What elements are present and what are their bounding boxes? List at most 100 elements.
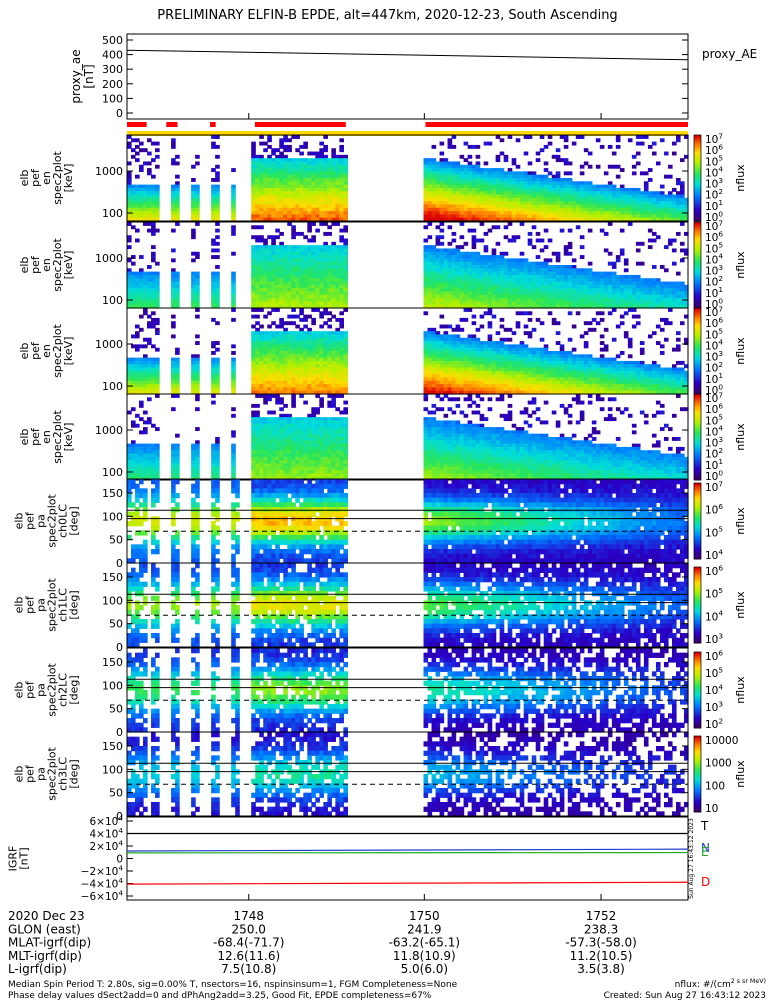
spectrogram-cell [343,207,348,212]
spectrogram-cell [543,360,549,365]
spectrogram-cell [315,271,320,276]
spectrogram-cell [451,251,457,256]
spectrogram-cell [271,187,276,192]
spectrogram-cell [535,151,541,156]
spectrogram-cell [319,261,324,266]
spectrogram-cell [667,211,673,215]
ylabel-line: spec2plot [51,238,64,292]
spectrogram-cell [507,384,513,388]
spectrogram-cell [579,197,585,202]
spectrogram-cell [587,194,593,199]
spectrogram-cell [271,274,276,279]
spectrogram-cell [455,334,461,339]
spectrogram-cell [583,304,589,309]
spectrogram-cell [311,304,316,309]
spectrogram-cell [283,138,288,143]
spectrogram-cell [319,161,324,166]
spectrogram-cell [191,204,196,209]
spectrogram-cell [291,308,296,312]
spectrogram-cell [283,387,288,392]
spectrogram-cell [583,194,589,199]
spectrogram-cell [527,291,533,296]
spectrogram-cell [539,390,545,395]
spectrogram-cell [323,364,328,369]
spectrogram-cell [475,184,481,189]
spectrogram-cell [251,370,256,375]
spectrogram-cell [583,271,589,276]
spectrogram-cell [499,181,505,186]
spectrogram-cell [331,294,336,299]
spectrogram-cell [251,387,256,392]
spectrogram-cell [295,357,300,362]
spectrogram-cell [555,357,561,362]
spectrogram-cell [507,204,513,209]
spectrogram-cell [339,171,344,176]
spectrogram-cell [483,278,489,283]
spectrogram-cell [423,357,429,362]
spectrogram-cell [331,274,336,279]
spectrogram-cell [559,377,565,382]
spectrogram-cell [259,377,264,382]
spectrogram-cell [683,304,689,309]
spectrogram-cell [343,344,348,349]
spectrogram-cell [279,384,284,388]
spectrogram-cell [619,211,625,215]
spectrogram-cell [127,291,132,296]
spectrogram-cell [323,288,328,293]
spectrogram-cell [611,261,617,266]
spectrogram-cell [423,351,429,355]
spectrogram-cell [131,334,136,339]
spectrogram-cell [279,241,284,246]
spectrogram-cell [551,281,557,286]
spectrogram-cell [571,284,577,289]
spectrogram-cell [447,197,453,202]
spectrogram-cell [439,184,445,189]
spectrogram-cell [171,194,176,199]
spectrogram-cell [475,390,481,395]
spectrogram-cell [459,178,465,182]
spectrogram-cell [263,384,268,388]
spectrogram-cell [267,341,272,345]
spectrogram-cell [635,248,641,253]
spectrogram-cell [271,337,276,342]
spectrogram-cell [455,380,461,385]
spectrogram-cell [335,248,340,253]
spectrogram-cell [211,214,216,219]
spectrogram-cell [443,201,449,206]
spectrogram-cell [423,211,429,215]
spectrogram-cell [331,347,336,352]
spectrogram-cell [515,268,521,273]
spectrogram-cell [639,261,645,266]
spectrogram-cell [275,164,280,169]
spectrogram-cell [607,271,613,276]
spectrogram-cell [283,217,288,222]
spectrogram-cell [515,370,521,375]
spectrogram-cell [463,284,469,289]
spectrogram-cell [339,164,344,169]
spectrogram-cell [515,374,521,379]
spectrogram-cell [523,201,529,206]
spectrogram-cell [263,217,268,222]
spectrogram-cell [195,374,200,379]
spectrogram-cell [155,274,160,279]
spectrogram-cell [559,197,565,202]
spectrogram-cell [455,354,461,359]
spectrogram-cell [327,207,332,212]
spectrogram-cell [647,281,653,286]
spectrogram-cell [559,184,565,189]
spectrogram-cell [147,187,152,192]
spectrogram-cell [267,278,272,283]
spectrogram-cell [523,374,529,379]
spectrogram-cell [267,191,272,196]
spectrogram-cell [255,351,260,355]
spectrogram-cell [139,357,144,362]
spectrogram-cell [527,304,533,309]
spectrogram-cell [495,384,501,388]
spectrogram-cell [627,197,633,202]
spectrogram-cell [319,337,324,342]
spectrogram-cell [279,197,284,202]
spectrogram-cell [615,255,621,259]
spectrogram-cell [175,161,180,166]
spectrogram-cell [311,248,316,253]
spectrogram-cell [315,384,320,388]
